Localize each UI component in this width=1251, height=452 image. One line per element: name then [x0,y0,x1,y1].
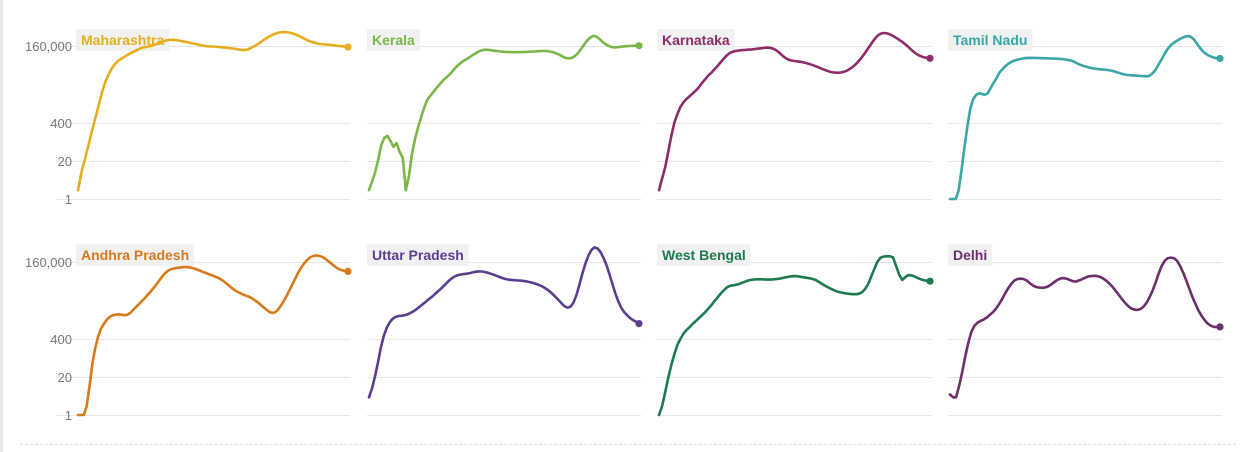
series-line [657,31,932,192]
state-name-label: Maharashtra [81,32,164,48]
panel-karnataka: Karnataka [657,29,934,200]
state-name-label: Delhi [953,247,987,263]
panel-tamil-nadu: Tamil Nadu [948,29,1224,201]
series-line [76,254,350,417]
y-tick-label: 400 [50,116,72,131]
series-end-point [926,277,934,285]
state-name-label: West Bengal [662,247,746,263]
series-line [367,34,641,192]
series-end-point [344,43,352,51]
series-end-point [635,42,643,50]
series-end-point [635,320,643,328]
state-name-label: Uttar Pradesh [372,247,464,263]
series-line [76,30,350,192]
y-tick-label: 1 [65,408,72,423]
y-tick-label: 20 [58,154,72,169]
state-name-badge-bg [76,244,195,266]
series-end-point [1216,54,1224,63]
series-line [367,246,641,399]
state-name-label: Kerala [372,32,415,48]
state-name-badge: Kerala [367,29,420,51]
state-name-badge-bg [657,29,735,51]
y-tick-label: 160,000 [25,255,72,270]
state-name-badge: Andhra Pradesh [76,244,195,266]
state-name-badge-bg [657,244,751,266]
series-line [948,34,1222,201]
bottom-divider [20,444,1236,445]
state-name-label: Tamil Nadu [953,32,1027,48]
panel-uttar-pradesh: Uttar Pradesh [367,244,643,416]
panel-kerala: Kerala [367,29,643,200]
series-line [657,255,932,417]
series-line [948,256,1222,399]
state-name-badge: Maharashtra [76,29,170,51]
state-name-badge-bg [948,244,993,266]
state-name-badge: Tamil Nadu [948,29,1033,51]
y-tick-label: 20 [58,370,72,385]
state-name-label: Andhra Pradesh [81,247,189,263]
series-end-point [1216,323,1224,331]
state-name-badge-bg [76,29,170,51]
state-name-badge: Karnataka [657,29,735,51]
series-end-point [344,267,352,275]
panel-andhra-pradesh: 1 20 400 160,000 Andhra Pradesh [25,244,352,423]
y-tick-label: 160,000 [25,39,72,54]
y-tick-label: 400 [50,332,72,347]
state-name-badge-bg [948,29,1033,51]
state-name-badge-bg [367,244,469,266]
y-tick-label: 1 [65,192,72,207]
left-edge-rule [0,0,3,452]
panel-west-bengal: West Bengal [657,244,934,417]
state-name-label: Karnataka [662,32,730,48]
panel-maharashtra: 1 20 400 160,000 Maharashtra [25,29,352,207]
series-end-point [926,54,934,62]
state-name-badge: West Bengal [657,244,751,266]
state-name-badge: Uttar Pradesh [367,244,469,266]
state-name-badge-bg [367,29,420,51]
state-name-badge: Delhi [948,244,993,266]
panel-delhi: Delhi [948,244,1224,416]
